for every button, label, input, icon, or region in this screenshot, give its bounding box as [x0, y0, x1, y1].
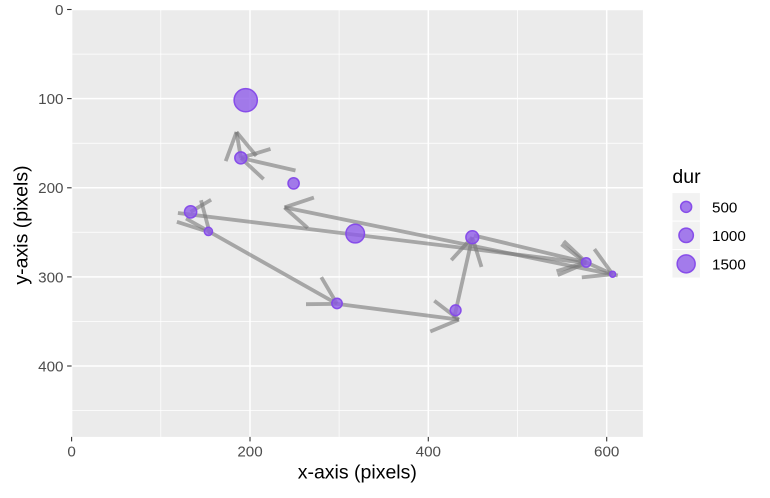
svg-text:100: 100 — [38, 91, 63, 108]
svg-text:500: 500 — [712, 199, 737, 216]
svg-text:y-axis (pixels): y-axis (pixels) — [11, 165, 33, 284]
svg-text:600: 600 — [594, 444, 619, 461]
svg-text:0: 0 — [67, 444, 75, 461]
svg-text:300: 300 — [38, 269, 63, 286]
svg-text:1000: 1000 — [712, 228, 746, 245]
svg-text:1500: 1500 — [712, 256, 746, 273]
svg-text:400: 400 — [416, 444, 441, 461]
svg-text:200: 200 — [237, 444, 262, 461]
svg-text:400: 400 — [38, 358, 63, 375]
svg-text:x-axis (pixels): x-axis (pixels) — [298, 462, 417, 484]
svg-text:200: 200 — [38, 180, 63, 197]
svg-text:dur: dur — [672, 166, 701, 188]
svg-text:0: 0 — [55, 2, 63, 19]
